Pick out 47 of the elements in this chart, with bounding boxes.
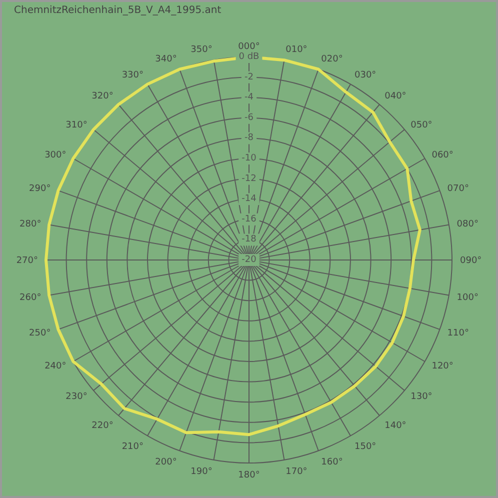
spoke-label: 350°: [190, 45, 212, 56]
spoke-label: 230°: [66, 392, 88, 402]
spoke-label: 050°: [410, 120, 432, 131]
spoke-label: 090°: [460, 256, 482, 266]
y-tick-label: -12: [242, 174, 256, 184]
spoke-label: 310°: [66, 120, 88, 131]
spoke-label: 270°: [16, 256, 38, 266]
spoke-label: 120°: [432, 362, 454, 372]
spoke-label: 170°: [286, 467, 308, 478]
spoke-label: 030°: [354, 70, 376, 80]
y-tick-label: -2: [244, 72, 254, 82]
y-tick-label: -4: [244, 92, 254, 103]
spoke-label: 340°: [155, 54, 177, 65]
spoke-label: 140°: [384, 421, 406, 432]
chart-title: ChemnitzReichenhain_5B_V_A4_1995.ant: [14, 5, 222, 16]
y-tick-label: -16: [242, 214, 257, 224]
spoke-label: 020°: [321, 54, 343, 65]
spoke-label: 000°: [238, 42, 260, 52]
y-tick-label: -20: [242, 255, 257, 265]
spoke-label: 300°: [44, 150, 66, 161]
spoke-label: 010°: [286, 45, 308, 56]
y-tick-label: -10: [242, 154, 257, 164]
y-tick-label: -8: [244, 133, 254, 144]
spoke-label: 060°: [432, 150, 454, 161]
spoke-label: 040°: [384, 91, 406, 102]
y-tick-label: -14: [242, 194, 257, 204]
spoke-label: 220°: [92, 421, 114, 432]
spoke-label: 210°: [122, 442, 144, 452]
spoke-label: 320°: [92, 91, 114, 102]
spoke-label: 240°: [44, 362, 66, 372]
spoke-label: 130°: [410, 392, 432, 402]
spoke-label: 330°: [122, 70, 144, 80]
y-tick-label: -18: [242, 234, 257, 245]
spoke-label: 070°: [447, 184, 469, 194]
spoke-label: 100°: [456, 292, 478, 303]
spoke-label: 280°: [20, 220, 42, 230]
spoke-label: 290°: [29, 184, 51, 194]
spoke-label: 260°: [20, 292, 42, 303]
spoke-label: 110°: [447, 328, 469, 338]
spoke-label: 190°: [190, 467, 212, 478]
spoke-label: 150°: [354, 442, 376, 452]
y-tick-label: -6: [244, 112, 254, 123]
spoke-label: 200°: [155, 458, 177, 468]
spoke-label: 250°: [29, 328, 51, 338]
spoke-label: 160°: [321, 458, 343, 468]
spoke-label: 080°: [456, 220, 478, 230]
spoke-label: 180°: [238, 470, 260, 480]
